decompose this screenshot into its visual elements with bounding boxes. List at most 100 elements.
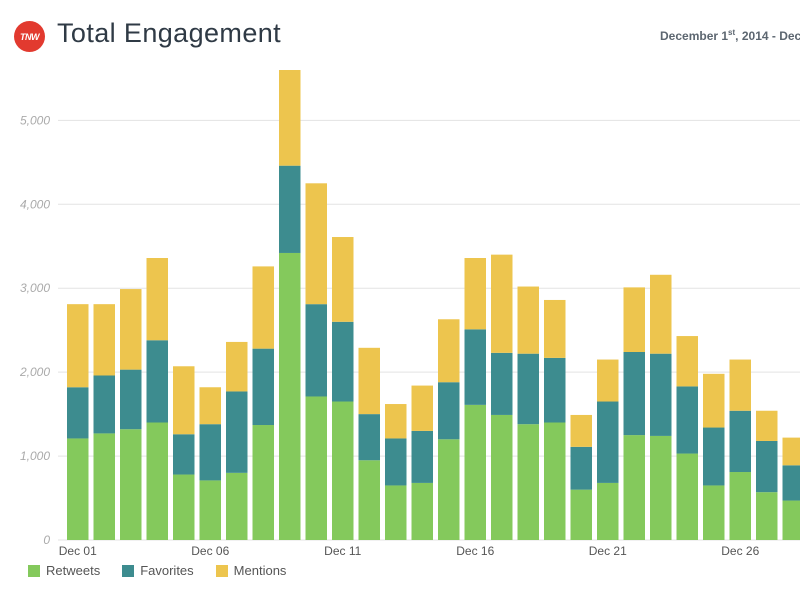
bar-retweets xyxy=(332,401,354,540)
bar-favorites xyxy=(385,438,407,486)
bar-retweets xyxy=(703,485,725,540)
bar-favorites xyxy=(173,434,195,475)
bar-retweets xyxy=(570,489,592,540)
legend-label-favorites: Favorites xyxy=(140,563,194,578)
bar-favorites xyxy=(411,430,433,483)
bar-mentions xyxy=(570,414,592,447)
bar-retweets xyxy=(597,482,619,540)
bar-retweets xyxy=(93,433,115,540)
bar-mentions xyxy=(173,366,195,435)
bar-mentions xyxy=(438,319,460,383)
legend-retweets[interactable]: Retweets xyxy=(28,563,100,578)
bar-mentions xyxy=(385,404,407,439)
bar-retweets xyxy=(120,429,142,540)
legend-swatch-favorites xyxy=(122,564,135,577)
bar-retweets xyxy=(464,404,486,540)
bar-retweets xyxy=(252,425,274,540)
bar-favorites xyxy=(279,165,301,253)
y-tick-label: 0 xyxy=(43,533,50,547)
legend-label-retweets: Retweets xyxy=(46,563,101,578)
bar-mentions xyxy=(279,70,301,166)
bar-retweets xyxy=(411,482,433,540)
bar-mentions xyxy=(517,286,539,354)
bar-favorites xyxy=(199,424,221,481)
y-tick-label: 1,000 xyxy=(20,449,50,463)
bar-retweets xyxy=(226,472,248,540)
legend-swatch-mentions xyxy=(215,564,228,577)
bar-favorites xyxy=(623,352,645,436)
bar-retweets xyxy=(491,414,513,540)
bar-mentions xyxy=(597,359,619,402)
bar-retweets xyxy=(623,435,645,540)
bar-retweets xyxy=(756,492,778,540)
y-tick-label: 2,000 xyxy=(19,365,50,379)
bar-favorites xyxy=(676,386,698,454)
y-tick-label: 4,000 xyxy=(20,197,50,211)
bar-mentions xyxy=(120,289,142,370)
bar-retweets xyxy=(385,485,407,540)
legend-mentions[interactable]: Mentions xyxy=(215,563,286,578)
bar-retweets xyxy=(146,422,168,540)
chart-legend: Retweets Favorites Mentions xyxy=(28,563,286,578)
bar-mentions xyxy=(305,183,327,305)
bar-favorites xyxy=(517,353,539,425)
x-tick-label: Dec 01 xyxy=(59,544,97,558)
bar-favorites xyxy=(729,410,751,473)
bar-retweets xyxy=(676,453,698,540)
bar-mentions xyxy=(544,299,566,358)
bar-favorites xyxy=(570,446,592,490)
bar-mentions xyxy=(199,387,221,425)
page-title: Total Engagement xyxy=(57,18,282,48)
bar-retweets xyxy=(650,435,672,540)
legend-swatch-retweets xyxy=(28,564,40,577)
bar-retweets xyxy=(279,252,301,540)
bar-retweets xyxy=(173,474,195,540)
bar-mentions xyxy=(146,258,168,341)
y-tick-label: 3,000 xyxy=(20,281,50,295)
legend-favorites[interactable]: Favorites xyxy=(122,563,194,578)
y-tick-label: 5,000 xyxy=(20,113,50,127)
bar-favorites xyxy=(252,348,274,426)
bar-favorites xyxy=(305,304,327,397)
bar-favorites xyxy=(358,414,380,461)
date-range-rest: , 2014 - Dec xyxy=(735,29,800,43)
date-range[interactable]: December 1st, 2014 - Dec xyxy=(660,28,800,43)
bar-favorites xyxy=(332,321,354,402)
bar-mentions xyxy=(226,341,248,392)
bar-mentions xyxy=(650,274,672,354)
bar-mentions xyxy=(358,347,380,415)
x-tick-label: Dec 21 xyxy=(589,544,627,558)
bar-retweets xyxy=(729,472,751,540)
bar-mentions xyxy=(332,237,354,322)
bar-favorites xyxy=(782,465,800,501)
date-range-start: December 1 xyxy=(660,29,729,43)
bar-retweets xyxy=(305,396,327,540)
bar-favorites xyxy=(120,369,142,430)
bar-mentions xyxy=(729,359,751,411)
bar-retweets xyxy=(517,424,539,540)
bar-mentions xyxy=(491,254,513,353)
bar-mentions xyxy=(703,373,725,428)
bar-retweets xyxy=(544,422,566,540)
bar-retweets xyxy=(358,460,380,540)
bar-mentions xyxy=(67,304,89,388)
bar-mentions xyxy=(676,336,698,387)
bar-favorites xyxy=(438,382,460,440)
engagement-chart: 0 1,000 2,000 3,000 4,000 5,000 Dec 01 Dec 06 De… xyxy=(19,70,800,558)
date-range-suffix: st xyxy=(728,28,736,37)
bar-retweets xyxy=(199,480,221,540)
bar-retweets xyxy=(438,439,460,540)
bar-mentions xyxy=(782,437,800,466)
bar-mentions xyxy=(93,304,115,376)
tnw-logo[interactable]: TNW xyxy=(14,21,45,52)
x-tick-label: Dec 11 xyxy=(324,544,361,558)
bar-mentions xyxy=(464,258,486,330)
bar-retweets xyxy=(782,500,800,540)
bar-favorites xyxy=(67,387,89,439)
bar-mentions xyxy=(411,385,433,431)
bar-favorites xyxy=(491,352,513,415)
x-tick-label: Dec 26 xyxy=(721,544,759,558)
bar-retweets xyxy=(67,438,89,540)
bar-favorites xyxy=(703,427,725,486)
bar-mentions xyxy=(252,266,274,349)
